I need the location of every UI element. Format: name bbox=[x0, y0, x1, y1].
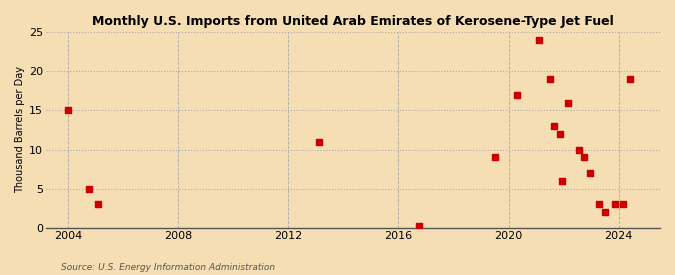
Point bbox=[512, 92, 522, 97]
Point bbox=[609, 202, 620, 207]
Point bbox=[545, 77, 556, 81]
Text: Source: U.S. Energy Information Administration: Source: U.S. Energy Information Administ… bbox=[61, 263, 275, 272]
Title: Monthly U.S. Imports from United Arab Emirates of Kerosene-Type Jet Fuel: Monthly U.S. Imports from United Arab Em… bbox=[92, 15, 614, 28]
Point bbox=[557, 179, 568, 183]
Point bbox=[313, 139, 324, 144]
Point bbox=[585, 171, 595, 175]
Y-axis label: Thousand Barrels per Day: Thousand Barrels per Day bbox=[15, 67, 25, 193]
Point bbox=[562, 100, 573, 105]
Point bbox=[93, 202, 104, 207]
Point bbox=[579, 155, 590, 160]
Point bbox=[594, 202, 605, 207]
Point bbox=[63, 108, 74, 112]
Point bbox=[599, 210, 610, 214]
Point bbox=[549, 124, 560, 128]
Point bbox=[618, 202, 628, 207]
Point bbox=[554, 132, 565, 136]
Point bbox=[414, 223, 425, 228]
Point bbox=[489, 155, 500, 160]
Point bbox=[624, 77, 635, 81]
Point bbox=[533, 38, 544, 42]
Point bbox=[573, 147, 584, 152]
Point bbox=[83, 186, 94, 191]
